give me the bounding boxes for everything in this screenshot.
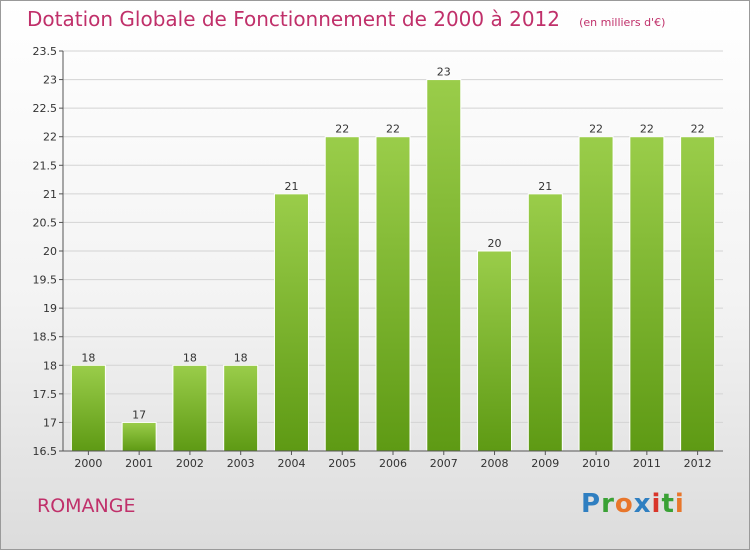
bar bbox=[578, 136, 614, 452]
bar bbox=[70, 364, 106, 452]
y-tick-label: 23 bbox=[43, 74, 57, 87]
data-label: 18 bbox=[234, 351, 248, 364]
data-label: 22 bbox=[335, 123, 349, 136]
x-tick-label: 2007 bbox=[430, 457, 458, 470]
y-tick-label: 19 bbox=[43, 302, 57, 315]
bar bbox=[527, 193, 563, 452]
y-tick-label: 19.5 bbox=[33, 274, 58, 287]
data-labels: 18 17 18 18 21 22 22 23 20 21 22 22 22 bbox=[81, 66, 704, 422]
logo-letter: r bbox=[601, 489, 615, 519]
data-label: 22 bbox=[589, 123, 603, 136]
x-tick-label: 2009 bbox=[531, 457, 559, 470]
title-row: Dotation Globale de Fonctionnement de 20… bbox=[27, 7, 665, 31]
data-label: 20 bbox=[488, 237, 502, 250]
x-tick-label: 2002 bbox=[176, 457, 204, 470]
bar bbox=[629, 136, 665, 452]
y-tick-label: 21 bbox=[43, 188, 57, 201]
y-tick-label: 20.5 bbox=[33, 216, 58, 229]
bar bbox=[324, 136, 360, 452]
bar bbox=[375, 136, 411, 452]
chart-subtitle: (en milliers d'€) bbox=[579, 16, 666, 29]
bar bbox=[477, 250, 513, 452]
x-tick-label: 2005 bbox=[328, 457, 356, 470]
chart-title: Dotation Globale de Fonctionnement de 20… bbox=[27, 7, 560, 31]
x-tick-label: 2000 bbox=[74, 457, 102, 470]
x-tick-label: 2011 bbox=[633, 457, 661, 470]
bar bbox=[273, 193, 309, 452]
data-label: 21 bbox=[538, 180, 552, 193]
logo-letter: t bbox=[661, 489, 675, 519]
bar bbox=[426, 79, 462, 452]
x-axis-ticks: 2000 2001 2002 2003 2004 2005 2006 2007 2008 2009… bbox=[74, 451, 712, 470]
data-label: 18 bbox=[81, 351, 95, 364]
x-tick-label: 2004 bbox=[277, 457, 305, 470]
x-tick-label: 2008 bbox=[481, 457, 509, 470]
data-label: 22 bbox=[640, 123, 654, 136]
logo-letter: i bbox=[674, 489, 685, 519]
data-label: 22 bbox=[691, 123, 705, 136]
y-tick-label: 18 bbox=[43, 359, 57, 372]
bar bbox=[121, 421, 157, 452]
axes bbox=[62, 51, 723, 452]
logo-letter: x bbox=[633, 489, 652, 519]
x-tick-label: 2003 bbox=[227, 457, 255, 470]
bars bbox=[70, 79, 716, 452]
bar bbox=[172, 364, 208, 452]
y-tick-label: 23.5 bbox=[33, 45, 58, 58]
logo-letter: P bbox=[581, 489, 602, 519]
data-label: 22 bbox=[386, 123, 400, 136]
data-label: 18 bbox=[183, 351, 197, 364]
bar bbox=[223, 364, 259, 452]
logo-letter: o bbox=[614, 489, 634, 519]
data-label: 17 bbox=[132, 408, 146, 421]
logo-letter: i bbox=[651, 489, 662, 519]
data-label: 21 bbox=[284, 180, 298, 193]
y-tick-label: 17.5 bbox=[33, 388, 58, 401]
data-label: 23 bbox=[437, 66, 451, 79]
bar bbox=[680, 136, 716, 452]
y-tick-label: 22 bbox=[43, 131, 57, 144]
x-tick-label: 2006 bbox=[379, 457, 407, 470]
x-tick-label: 2012 bbox=[684, 457, 712, 470]
y-tick-label: 16.5 bbox=[33, 445, 58, 458]
y-tick-label: 20 bbox=[43, 245, 57, 258]
y-axis-ticks: 16.5 17 17.5 18 18.5 19 19.5 20 20.5 21 21.5 22 22.5… bbox=[33, 45, 63, 458]
y-tick-label: 17 bbox=[43, 416, 57, 429]
y-tick-label: 18.5 bbox=[33, 331, 58, 344]
y-tick-label: 21.5 bbox=[33, 159, 58, 172]
y-tick-label: 22.5 bbox=[33, 102, 58, 115]
proxiti-logo[interactable]: Proxiti bbox=[581, 489, 685, 519]
x-tick-label: 2010 bbox=[582, 457, 610, 470]
commune-name: ROMANGE bbox=[37, 495, 136, 517]
x-tick-label: 2001 bbox=[125, 457, 153, 470]
